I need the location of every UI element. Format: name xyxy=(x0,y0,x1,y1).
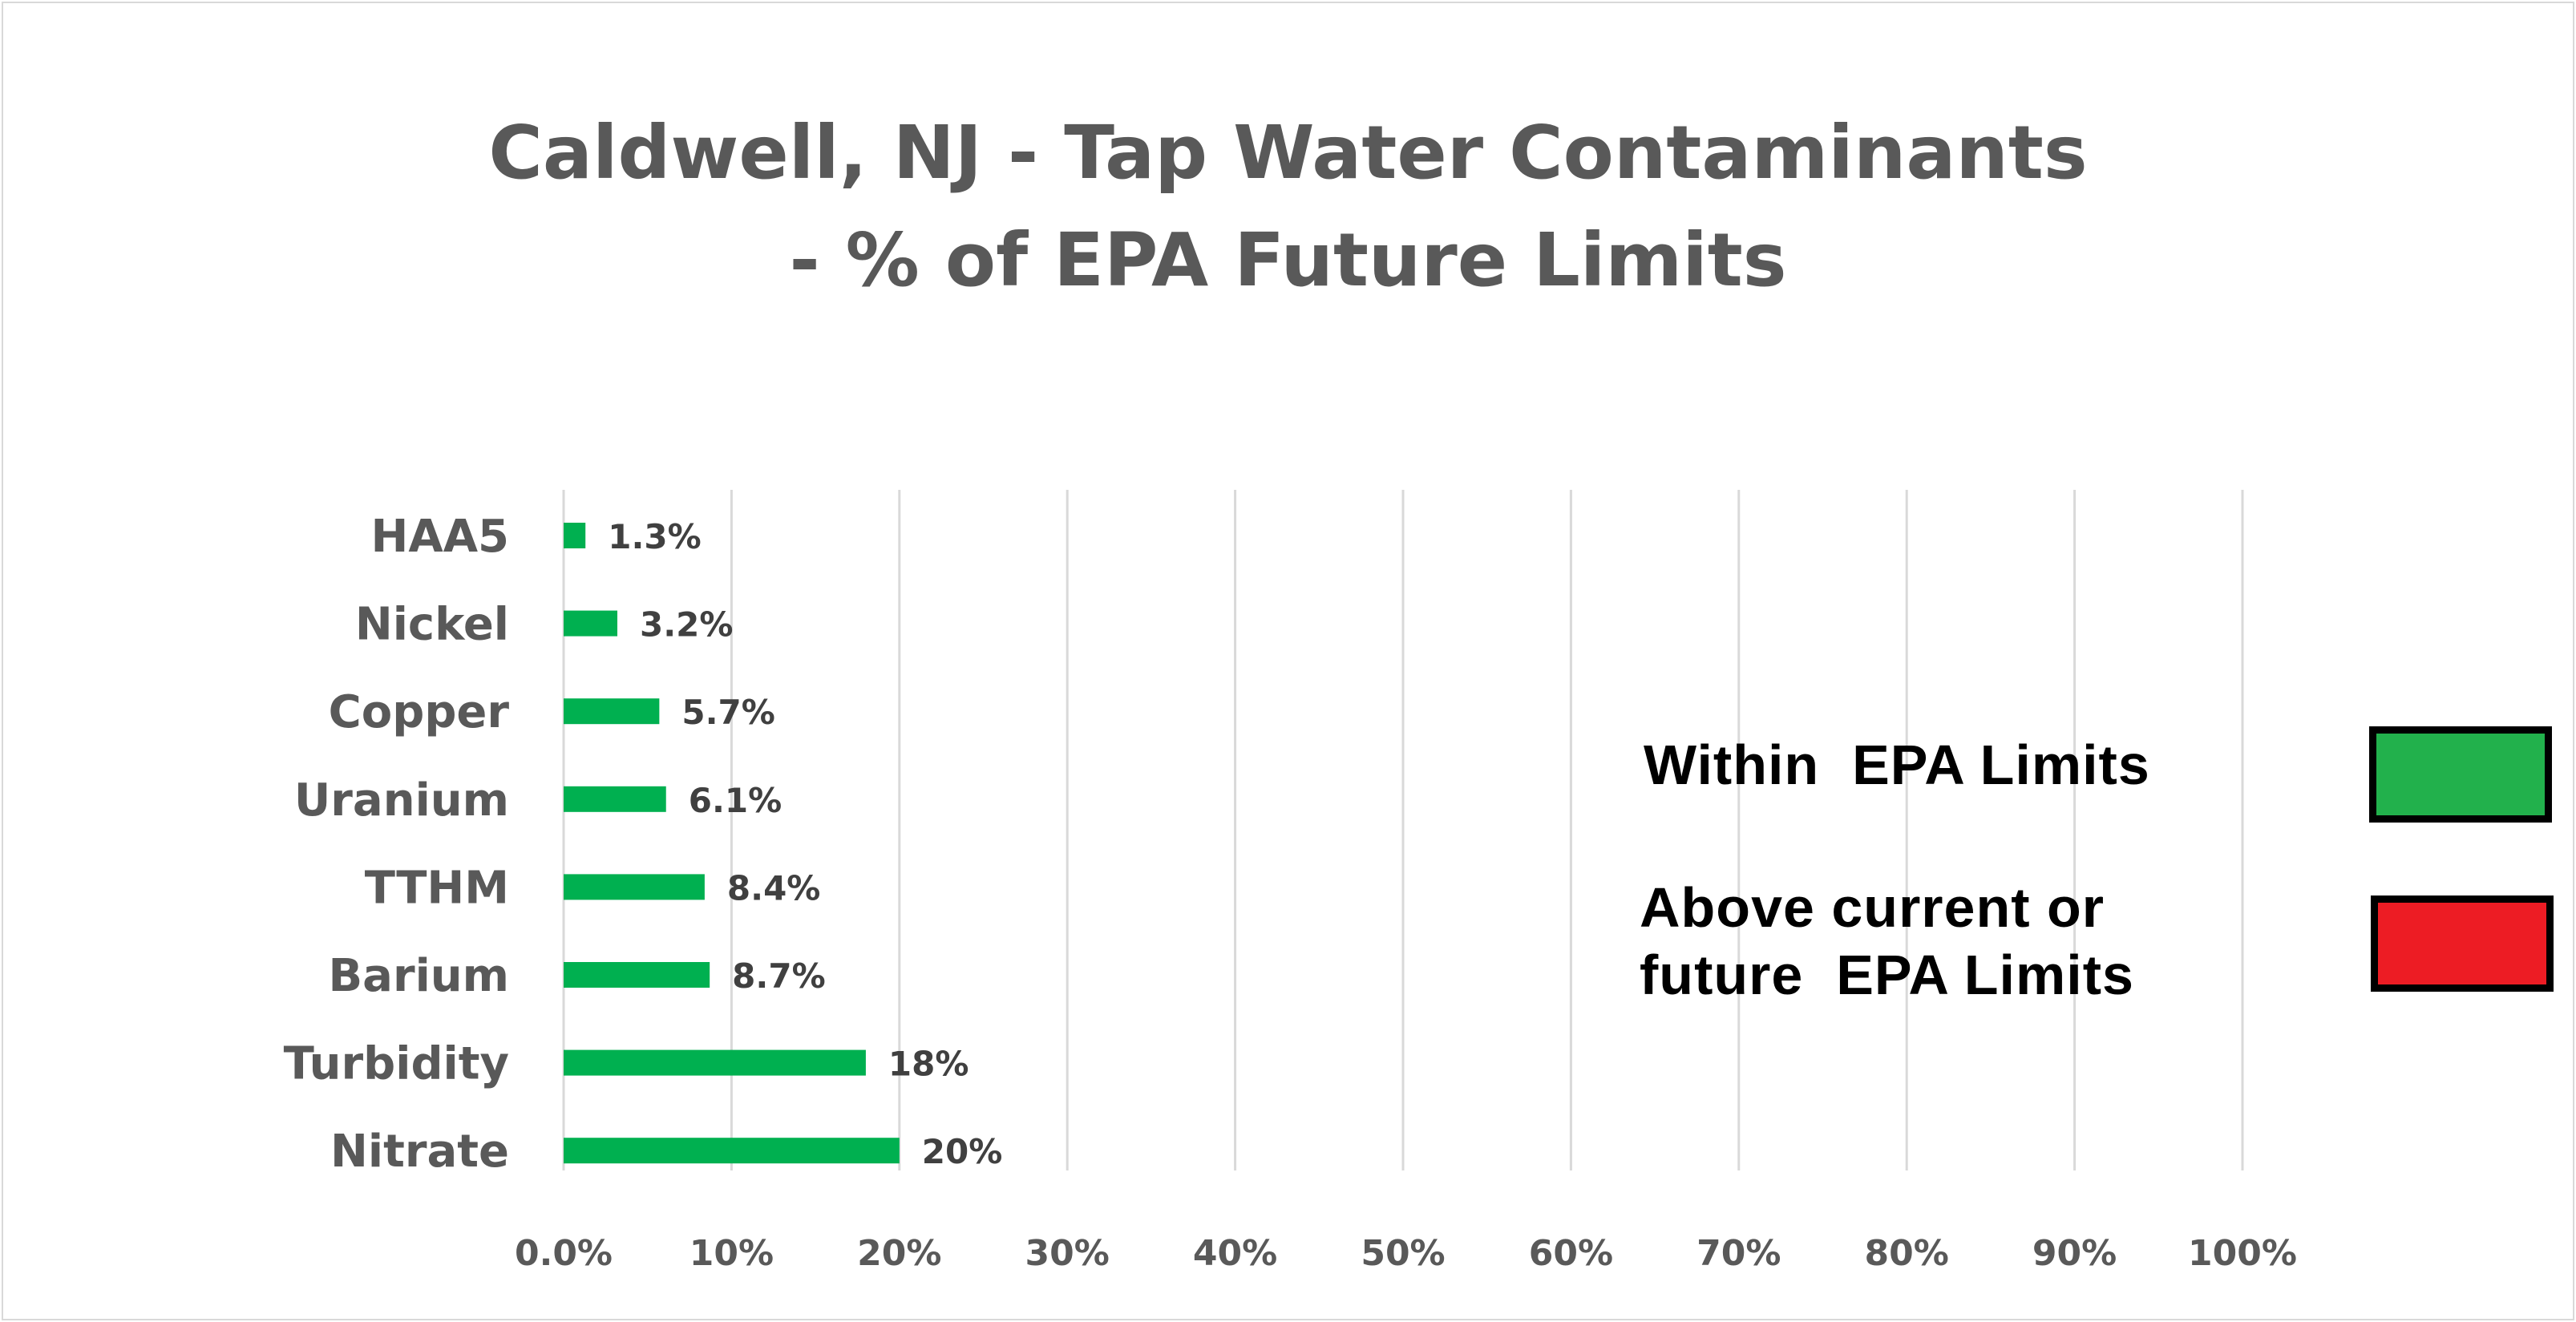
category-label: Barium xyxy=(328,950,509,1002)
title-line-2: - % of EPA Future Limits xyxy=(789,217,1787,303)
bar xyxy=(564,523,586,548)
x-tick-label: 30% xyxy=(1025,1233,1110,1274)
legend-swatch-above xyxy=(2371,895,2554,992)
category-label: Nitrate xyxy=(330,1126,509,1178)
legend-label-above: Above current or future EPA Limits xyxy=(1640,874,2134,1009)
legend-label-within: Within EPA Limits xyxy=(1644,731,2150,798)
x-tick-label: 20% xyxy=(857,1233,941,1274)
bars xyxy=(564,523,900,1164)
data-label: 5.7% xyxy=(681,693,774,732)
x-tick-label: 80% xyxy=(1865,1233,1949,1274)
data-label: 8.7% xyxy=(732,956,825,996)
bar xyxy=(564,698,660,725)
legend-line: future EPA Limits xyxy=(1640,944,2134,1006)
bar xyxy=(564,874,705,900)
bar xyxy=(564,962,710,988)
bar xyxy=(564,610,618,637)
chart-title: Caldwell, NJ - Tap Water Contaminants - … xyxy=(0,99,2576,314)
x-tick-label: 0.0% xyxy=(515,1233,613,1274)
data-label: 1.3% xyxy=(608,517,701,556)
x-tick-label: 100% xyxy=(2188,1233,2297,1274)
category-labels: HAA5 Nickel Copper Uranium TTHM Barium Turbidi… xyxy=(284,511,510,1178)
x-tick-label: 40% xyxy=(1193,1233,1277,1274)
x-tick-labels: 0.0% 10% 20% 30% 40% 50% 60% 70% 80% 90% 100% xyxy=(515,1233,2297,1274)
bar xyxy=(564,1138,900,1164)
x-tick-label: 50% xyxy=(1361,1233,1445,1274)
x-tick-label: 10% xyxy=(689,1233,774,1274)
category-label: TTHM xyxy=(365,862,509,914)
category-label: Turbidity xyxy=(284,1038,509,1090)
data-label: 8.4% xyxy=(727,868,820,908)
bar xyxy=(564,786,666,812)
category-label: HAA5 xyxy=(370,511,509,563)
gridlines xyxy=(562,490,2244,1170)
data-label: 3.2% xyxy=(640,605,733,645)
data-labels: 1.3% 3.2% 5.7% 6.1% 8.4% 8.7% 18% 20% xyxy=(608,517,1002,1171)
legend-swatch-within xyxy=(2369,726,2552,823)
legend-line: Above current or xyxy=(1640,876,2105,939)
bar xyxy=(564,1049,866,1076)
legend-line: Within EPA Limits xyxy=(1644,734,2150,796)
title-line-1: Caldwell, NJ - Tap Water Contaminants xyxy=(488,110,2088,196)
x-tick-label: 60% xyxy=(1529,1233,1613,1274)
x-tick-label: 90% xyxy=(2032,1233,2117,1274)
x-tick-label: 70% xyxy=(1696,1233,1781,1274)
data-label: 6.1% xyxy=(689,781,782,820)
data-label: 20% xyxy=(922,1132,1003,1171)
category-label: Uranium xyxy=(294,774,509,827)
data-label: 18% xyxy=(888,1045,969,1084)
category-label: Nickel xyxy=(355,599,509,651)
category-label: Copper xyxy=(329,686,510,738)
